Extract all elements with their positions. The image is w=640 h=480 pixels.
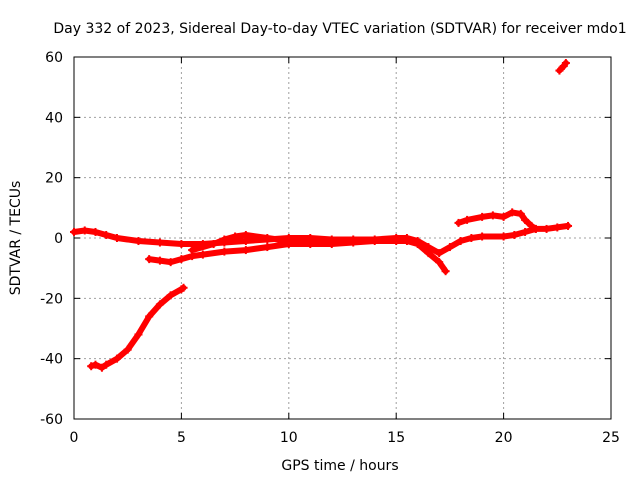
x-tick-label: 15 — [387, 430, 405, 446]
data-point — [424, 249, 433, 258]
y-tick-label: 60 — [45, 50, 63, 66]
data-point — [488, 211, 497, 220]
data-point — [467, 234, 476, 242]
data-series — [70, 59, 573, 372]
data-point — [112, 234, 121, 242]
series-late-raised — [455, 209, 539, 232]
data-point — [456, 237, 465, 246]
data-point — [499, 232, 508, 241]
data-point — [413, 240, 422, 249]
data-point — [306, 240, 315, 249]
y-tick-label: 0 — [54, 231, 63, 247]
data-point — [220, 235, 229, 244]
series-rising-arc — [88, 284, 187, 371]
data-point — [241, 230, 250, 239]
data-point — [564, 221, 573, 230]
data-point — [80, 226, 89, 235]
data-point — [102, 360, 111, 369]
x-tick-label: 0 — [70, 430, 79, 446]
data-point — [263, 243, 272, 252]
chart-title: Day 332 of 2023, Sidereal Day-to-day VTE… — [53, 21, 626, 37]
data-point — [70, 227, 78, 236]
data-point — [561, 59, 570, 68]
data-point — [463, 215, 472, 224]
data-point — [177, 240, 186, 249]
data-point — [327, 240, 336, 249]
data-point — [531, 224, 540, 233]
data-point — [284, 237, 293, 246]
data-point — [220, 247, 229, 256]
data-point — [499, 212, 508, 221]
data-point — [402, 237, 411, 246]
data-point — [527, 221, 536, 230]
data-point — [555, 66, 564, 75]
data-point — [102, 230, 111, 239]
data-point — [179, 283, 188, 292]
data-point — [445, 243, 454, 252]
series-band-upper — [71, 222, 571, 257]
data-point — [231, 232, 240, 241]
data-point — [521, 215, 530, 224]
data-point — [478, 212, 487, 221]
data-point — [454, 218, 463, 227]
data-point — [435, 258, 444, 267]
y-tick-label: -20 — [40, 291, 63, 307]
data-point — [209, 240, 218, 249]
x-tick-label: 25 — [602, 430, 620, 446]
data-point — [441, 267, 450, 276]
data-point — [263, 234, 272, 242]
data-point — [198, 250, 207, 259]
axis-ticks: 0 5 10 15 20 25 -60 -40 -20 0 20 40 60 — [40, 50, 620, 446]
y-tick-label: -60 — [40, 412, 63, 428]
data-point — [553, 223, 562, 232]
data-point — [166, 291, 175, 300]
data-point — [435, 249, 444, 258]
data-point — [516, 209, 525, 218]
data-point — [370, 237, 379, 246]
data-point — [134, 330, 143, 339]
x-tick-label: 10 — [280, 430, 298, 446]
x-tick-label: 20 — [495, 430, 513, 446]
data-point — [155, 238, 164, 247]
data-point — [91, 360, 100, 369]
data-point — [87, 362, 96, 371]
data-point — [97, 363, 106, 372]
data-point — [508, 208, 517, 217]
data-point — [123, 345, 132, 354]
data-point — [177, 255, 186, 264]
data-point — [188, 246, 197, 255]
y-tick-label: -40 — [40, 352, 63, 368]
data-point — [478, 232, 487, 241]
data-point — [134, 237, 143, 246]
data-point — [542, 224, 551, 233]
data-point — [155, 300, 164, 309]
y-tick-label: 20 — [45, 171, 63, 187]
data-point — [521, 227, 530, 236]
y-tick-label: 40 — [45, 110, 63, 126]
data-point — [241, 246, 250, 255]
x-axis-label: GPS time / hours — [281, 458, 398, 474]
data-point — [91, 227, 100, 236]
data-point — [112, 354, 121, 363]
data-point — [155, 256, 164, 265]
data-point — [510, 230, 519, 239]
data-point — [392, 237, 401, 246]
data-point — [349, 238, 358, 247]
x-tick-label: 5 — [177, 430, 186, 446]
data-point — [145, 312, 154, 321]
data-point — [166, 258, 175, 267]
y-axis-label: SDTVAR / TECUs — [8, 181, 24, 296]
data-point — [145, 255, 154, 264]
